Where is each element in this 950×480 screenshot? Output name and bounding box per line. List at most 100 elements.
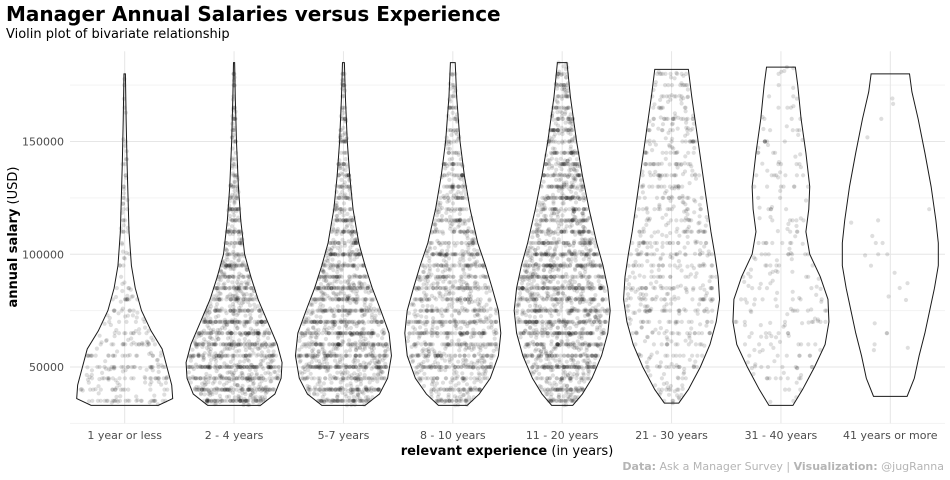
- data-point: [431, 281, 436, 286]
- data-point: [263, 391, 268, 396]
- data-point: [123, 162, 128, 167]
- data-point: [143, 376, 148, 381]
- data-point: [218, 387, 223, 392]
- data-point: [450, 167, 455, 172]
- data-point: [105, 376, 110, 381]
- data-point: [422, 340, 427, 345]
- data-point: [227, 304, 232, 309]
- data-point: [102, 364, 107, 370]
- data-point: [90, 398, 95, 403]
- data-point: [464, 331, 469, 336]
- data-point: [232, 213, 237, 218]
- data-point: [222, 320, 228, 325]
- data-point: [188, 364, 193, 370]
- data-point: [335, 346, 340, 351]
- data-point: [216, 282, 221, 287]
- data-point: [216, 295, 221, 300]
- data-point: [201, 353, 206, 358]
- data-point: [240, 373, 245, 378]
- data-point: [272, 341, 277, 347]
- data-point: [237, 240, 242, 246]
- data-point: [426, 353, 431, 358]
- data-point: [127, 353, 132, 358]
- data-point: [343, 168, 348, 173]
- data-point: [478, 297, 483, 302]
- data-point: [429, 365, 434, 371]
- data-point: [146, 342, 152, 347]
- data-point: [267, 387, 272, 392]
- data-point: [194, 342, 199, 347]
- data-point: [425, 303, 430, 308]
- data-point: [203, 375, 209, 380]
- data-point: [345, 211, 350, 217]
- data-point: [250, 391, 255, 397]
- data-point: [156, 362, 161, 367]
- data-point: [205, 398, 210, 403]
- data-point: [231, 304, 236, 309]
- data-point: [459, 191, 464, 196]
- data-point: [100, 370, 105, 375]
- data-point: [231, 274, 236, 279]
- data-point: [231, 184, 236, 189]
- data-point: [445, 192, 450, 197]
- data-point: [122, 353, 128, 358]
- data-point: [457, 223, 462, 228]
- data-point: [452, 308, 457, 313]
- data-point: [152, 342, 157, 347]
- data-point: [235, 196, 240, 201]
- data-point: [337, 308, 342, 313]
- data-point: [90, 353, 95, 358]
- data-point: [193, 376, 199, 381]
- data-point: [481, 342, 486, 347]
- data-point: [196, 387, 202, 392]
- data-point: [425, 274, 430, 279]
- data-point: [227, 242, 232, 247]
- data-point: [438, 319, 443, 324]
- data-point: [432, 245, 437, 251]
- data-point: [259, 385, 264, 390]
- data-point: [274, 375, 279, 380]
- data-point: [236, 396, 241, 401]
- data-point: [98, 398, 103, 403]
- data-point: [240, 262, 245, 267]
- data-point: [138, 365, 143, 371]
- data-point: [342, 180, 347, 185]
- data-point: [413, 308, 418, 313]
- data-point: [89, 372, 94, 377]
- data-point: [235, 207, 240, 212]
- data-point: [446, 256, 452, 261]
- violin-group: [185, 62, 283, 408]
- data-point: [317, 380, 322, 385]
- data-point: [230, 293, 235, 298]
- data-point: [151, 398, 157, 403]
- data-point: [435, 325, 440, 330]
- data-point: [142, 319, 147, 324]
- data-point: [406, 335, 411, 340]
- data-point: [354, 286, 359, 291]
- data-point: [224, 387, 230, 392]
- data-point: [244, 267, 250, 273]
- data-point: [308, 371, 313, 376]
- data-point: [86, 380, 91, 385]
- data-point: [149, 365, 154, 370]
- data-point: [236, 229, 241, 234]
- data-point: [341, 339, 346, 345]
- data-point: [345, 353, 350, 358]
- data-point: [259, 350, 265, 355]
- data-point: [234, 292, 239, 297]
- data-point: [209, 398, 214, 403]
- data-point: [232, 229, 237, 234]
- data-point: [316, 349, 321, 354]
- data-point: [137, 342, 142, 347]
- data-point: [446, 342, 451, 347]
- data-point: [237, 286, 242, 291]
- data-point: [443, 346, 448, 351]
- data-point: [99, 340, 104, 345]
- data-point: [209, 390, 214, 395]
- data-point: [447, 184, 452, 189]
- data-point: [246, 387, 251, 392]
- data-point: [347, 311, 352, 316]
- data-point: [534, 335, 539, 340]
- data-point: [461, 387, 466, 392]
- data-point: [319, 297, 325, 302]
